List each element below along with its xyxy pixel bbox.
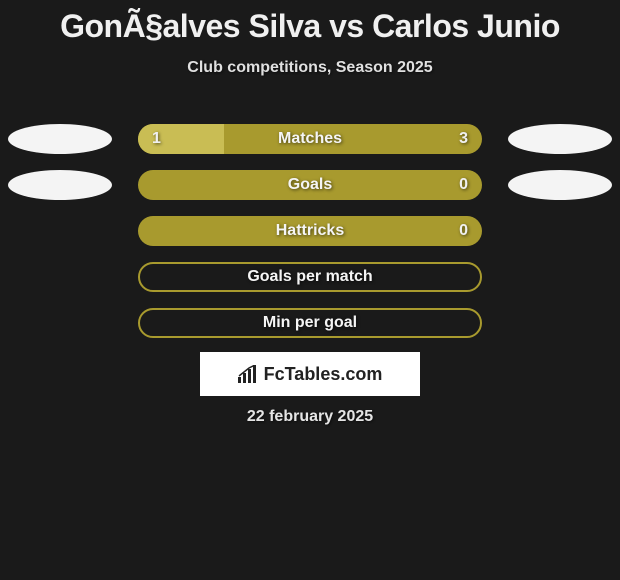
player1-marker — [8, 124, 112, 154]
stat-bar: Hattricks0 — [138, 216, 482, 246]
stat-label: Matches — [138, 124, 482, 154]
stat-bar: Min per goal — [138, 308, 482, 338]
chart-area: Matches13Goals0Hattricks0Goals per match… — [0, 118, 620, 348]
date-text: 22 february 2025 — [0, 408, 620, 426]
stat-row: Goals0 — [0, 164, 620, 210]
player1-marker — [8, 170, 112, 200]
chart-icon — [238, 365, 258, 383]
stat-bar: Goals0 — [138, 170, 482, 200]
stat-row: Min per goal — [0, 302, 620, 348]
stat-row: Hattricks0 — [0, 210, 620, 256]
player2-marker — [508, 124, 612, 154]
stat-label: Goals — [138, 170, 482, 200]
player1-value: 1 — [152, 124, 161, 154]
player2-value: 0 — [459, 216, 468, 246]
stat-label: Hattricks — [138, 216, 482, 246]
stat-row: Matches1 3 — [0, 118, 620, 164]
comparison-title: GonÃ§alves Silva vs Carlos Junio — [0, 0, 620, 45]
logo-box: FcTables.com — [200, 352, 420, 396]
stat-row: Goals per match — [0, 256, 620, 302]
stat-label: Min per goal — [140, 308, 480, 338]
logo-label: FcTables.com — [264, 364, 383, 385]
player2-marker — [508, 170, 612, 200]
logo-text: FcTables.com — [238, 364, 383, 385]
stat-bar: Matches1 3 — [138, 124, 482, 154]
comparison-subtitle: Club competitions, Season 2025 — [0, 59, 620, 77]
player2-value: 3 — [459, 124, 468, 154]
stat-label: Goals per match — [140, 262, 480, 292]
stat-bar: Goals per match — [138, 262, 482, 292]
player2-value: 0 — [459, 170, 468, 200]
